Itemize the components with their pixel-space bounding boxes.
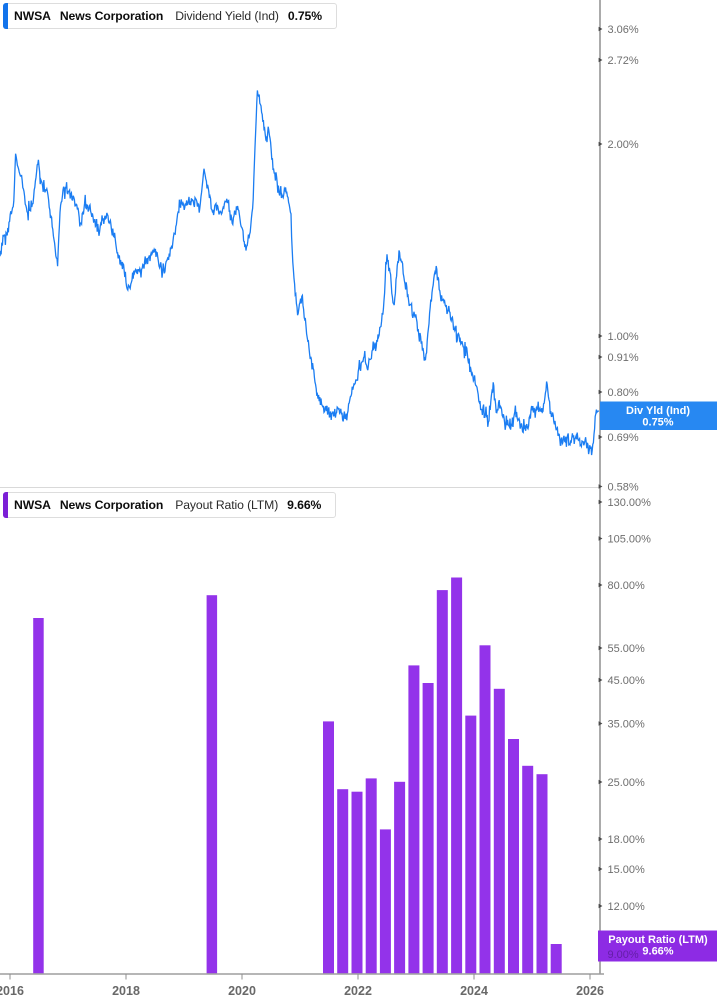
svg-text:2020: 2020 — [228, 984, 256, 998]
svg-text:130.00%: 130.00% — [608, 497, 652, 509]
svg-text:105.00%: 105.00% — [608, 534, 652, 546]
svg-text:45.00%: 45.00% — [608, 675, 646, 687]
svg-text:2026: 2026 — [576, 984, 604, 998]
svg-text:Payout Ratio (LTM): Payout Ratio (LTM) — [608, 934, 708, 946]
svg-text:0.75%: 0.75% — [642, 417, 673, 429]
svg-text:2022: 2022 — [344, 984, 372, 998]
svg-text:2.72%: 2.72% — [608, 55, 639, 67]
svg-text:2016: 2016 — [0, 984, 24, 998]
svg-text:80.00%: 80.00% — [608, 580, 646, 592]
svg-text:18.00%: 18.00% — [608, 834, 646, 846]
svg-text:2024: 2024 — [460, 984, 488, 998]
svg-text:0.80%: 0.80% — [608, 387, 639, 399]
svg-text:9.66%: 9.66% — [642, 946, 673, 958]
svg-text:35.00%: 35.00% — [608, 719, 646, 731]
svg-text:0.69%: 0.69% — [608, 432, 639, 444]
svg-text:9.00%: 9.00% — [608, 949, 639, 961]
svg-text:Div Yld (Ind): Div Yld (Ind) — [626, 405, 690, 417]
svg-text:2018: 2018 — [112, 984, 140, 998]
svg-text:15.00%: 15.00% — [608, 864, 646, 876]
svg-text:55.00%: 55.00% — [608, 643, 646, 655]
svg-text:0.58%: 0.58% — [608, 482, 639, 494]
svg-text:3.06%: 3.06% — [608, 24, 639, 36]
svg-text:25.00%: 25.00% — [608, 777, 646, 789]
svg-text:12.00%: 12.00% — [608, 901, 646, 913]
svg-text:0.91%: 0.91% — [608, 352, 639, 364]
svg-text:1.00%: 1.00% — [608, 331, 639, 343]
svg-text:2.00%: 2.00% — [608, 139, 639, 151]
